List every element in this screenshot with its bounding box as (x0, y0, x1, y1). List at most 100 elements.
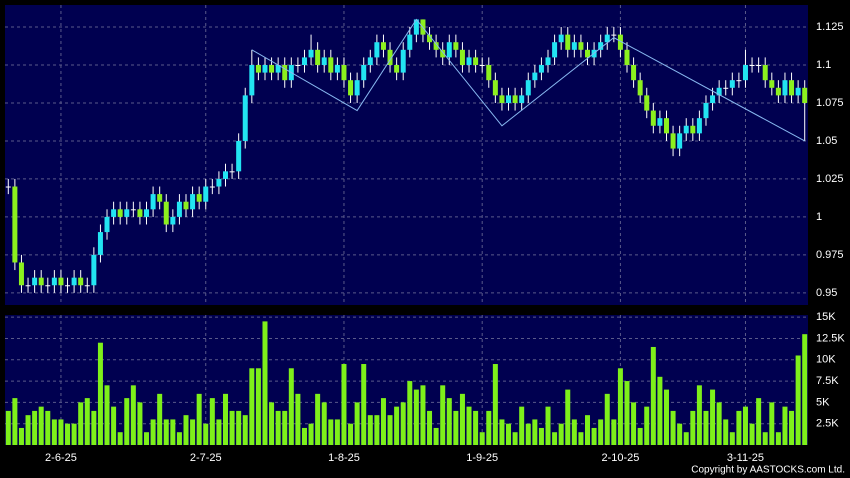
candle-body (473, 57, 479, 65)
y-tick-label: 2.5K (816, 418, 839, 430)
candle-body (624, 49, 630, 65)
candle-body (394, 65, 400, 73)
volume-bar (236, 410, 242, 445)
candle-body (117, 209, 123, 217)
candle-body (670, 133, 676, 149)
candle-body (65, 285, 71, 287)
volume-bar (762, 432, 768, 445)
volume-bar (183, 415, 189, 445)
candle-body (348, 80, 354, 96)
candle-body (216, 178, 222, 187)
volume-bar (348, 423, 354, 445)
volume-bar (341, 364, 347, 445)
volume-bar (301, 427, 307, 445)
candle-body (677, 133, 683, 149)
candle-body (111, 209, 117, 217)
candle-body (604, 34, 610, 43)
candle-body (229, 171, 235, 173)
candle-body (321, 57, 327, 65)
candle-body (71, 277, 77, 286)
volume-bar (150, 419, 156, 445)
volume-bar (387, 415, 393, 445)
y-tick-label: 12.5K (816, 332, 845, 344)
candle-body (354, 80, 360, 96)
candle-body (637, 80, 643, 96)
volume-bar (459, 393, 465, 445)
y-tick-label: 0.95 (816, 287, 837, 299)
y-tick-label: 15K (816, 311, 836, 323)
volume-bar (538, 427, 544, 445)
volume-bar (321, 402, 327, 445)
volume-bar (203, 423, 209, 445)
y-tick-label: 1 (816, 211, 822, 223)
candle-body (466, 57, 472, 65)
candle-body (525, 80, 531, 96)
volume-bar (413, 389, 419, 445)
volume-bar (670, 410, 676, 445)
volume-bar (209, 398, 215, 445)
candle-body (170, 216, 176, 225)
volume-bar (361, 364, 367, 445)
candle-body (400, 49, 406, 73)
volume-bar (433, 427, 439, 445)
candle-body (762, 65, 768, 81)
candle-body (802, 87, 808, 103)
candle-body (545, 57, 551, 65)
y-tick-label: 1.1 (816, 59, 831, 71)
volume-bar (367, 415, 373, 445)
candle-body (157, 194, 163, 202)
volume-bar (657, 376, 663, 445)
candle-body (486, 65, 492, 81)
candle-body (749, 65, 755, 66)
candle-body (130, 209, 136, 211)
candle-body (650, 110, 656, 126)
volume-bar (130, 385, 136, 445)
volume-bar (552, 432, 558, 445)
x-tick-label: 2-10-25 (601, 452, 639, 464)
volume-bar (65, 423, 71, 445)
candle-body (775, 87, 781, 96)
volume-bar (163, 419, 169, 445)
volume-bar (5, 410, 11, 445)
candle-body (729, 80, 735, 88)
y-tick-label: 1.125 (816, 21, 844, 33)
candle-body (453, 42, 459, 50)
candle-body (657, 118, 663, 126)
volume-bar (269, 402, 275, 445)
volume-bar (789, 410, 795, 445)
candle-body (249, 65, 255, 96)
candle-body (25, 285, 31, 287)
volume-bar (650, 346, 656, 445)
candle-body (78, 277, 84, 286)
volume-bar (78, 402, 84, 445)
zigzag-line (251, 18, 805, 142)
candle-body (163, 201, 169, 225)
candle-body (269, 65, 275, 73)
y-tick-label: 7.5K (816, 375, 839, 387)
candle-body (374, 42, 380, 58)
candle-body (45, 285, 51, 287)
volume-bar (45, 410, 51, 445)
candle-body (275, 65, 281, 73)
volume-bar (558, 423, 564, 445)
candle-body (262, 65, 268, 73)
volume-bar (229, 410, 235, 445)
candle-body (137, 209, 143, 217)
candle-body (334, 65, 340, 73)
copyright: Copyright by AASTOCKS.com Ltd. (691, 465, 845, 476)
candle-body (519, 95, 525, 103)
x-tick-label: 2-7-25 (190, 452, 222, 464)
candle-body (301, 57, 307, 65)
candle-body (769, 80, 775, 88)
candle-body (433, 42, 439, 50)
candle-body (690, 125, 696, 134)
volume-bar (532, 419, 538, 445)
candle-body (222, 171, 228, 179)
candle-body (124, 209, 130, 217)
volume-bar (611, 419, 617, 445)
candle-body (84, 285, 90, 287)
volume-bar (176, 432, 182, 445)
candle-body (18, 262, 24, 286)
candle-body (492, 80, 498, 96)
